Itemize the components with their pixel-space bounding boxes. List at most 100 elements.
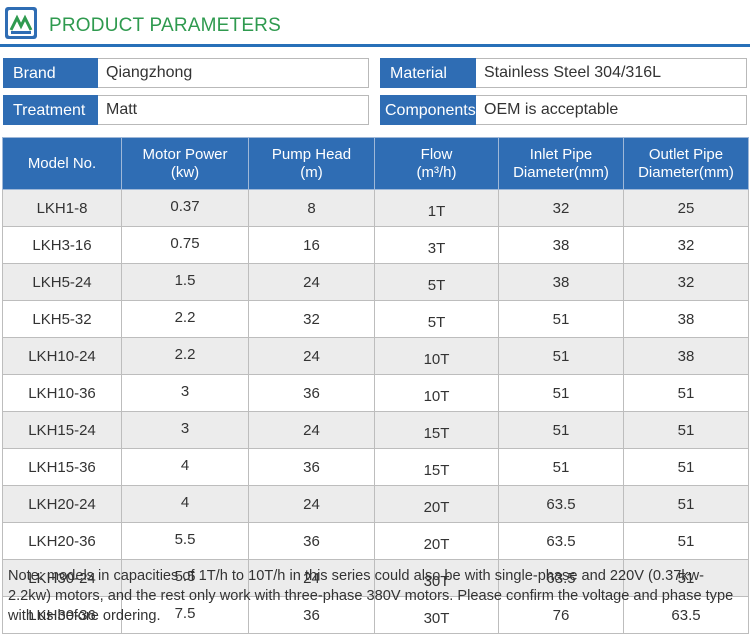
table-cell-pump-head: 24 — [248, 485, 375, 523]
table-cell-pump-head: 36 — [248, 522, 375, 560]
table-row: LKH15-24 3 24 15T 51 51 — [2, 411, 749, 449]
table-cell-motor-power: 2.2 — [121, 337, 249, 375]
table-cell-model-no: LKH15-24 — [2, 411, 122, 449]
param-brand: Brand Qiangzhong — [3, 58, 369, 88]
table-cell-inlet-pipe: 63.5 — [498, 485, 624, 523]
brand-logo-icon — [5, 7, 37, 39]
column-header-motor-power: Motor Power (kw) — [121, 137, 249, 190]
table-cell-motor-power: 3 — [121, 411, 249, 449]
table-cell-flow: 20T — [374, 485, 499, 523]
table-cell-motor-power: 2.2 — [121, 300, 249, 338]
page-title: PRODUCT PARAMETERS — [49, 15, 281, 36]
table-header-row: Model No. Motor Power (kw) Pump Head (m) Flow… — [2, 137, 749, 190]
table-cell-motor-power: 5.5 — [121, 522, 249, 560]
table-cell-outlet-pipe: 32 — [623, 226, 749, 264]
table-cell-motor-power: 4 — [121, 485, 249, 523]
table-cell-flow: 10T — [374, 337, 499, 375]
table-cell-flow: 5T — [374, 300, 499, 338]
table-cell-model-no: LKH10-36 — [2, 374, 122, 412]
table-cell-inlet-pipe: 32 — [498, 189, 624, 227]
page-header: PRODUCT PARAMETERS — [0, 0, 750, 47]
table-row: LKH10-36 3 36 10T 51 51 — [2, 374, 749, 412]
table-cell-flow: 3T — [374, 226, 499, 264]
table-row: LKH5-24 1.5 24 5T 38 32 — [2, 263, 749, 301]
table-cell-model-no: LKH30-36 — [2, 596, 122, 634]
table-cell-outlet-pipe: 51 — [623, 522, 749, 560]
components-value: OEM is acceptable — [476, 95, 747, 125]
table-cell-inlet-pipe: 63.5 — [498, 559, 624, 597]
table-cell-inlet-pipe: 63.5 — [498, 522, 624, 560]
table-cell-pump-head: 36 — [248, 448, 375, 486]
column-header-text: (m) — [300, 163, 323, 181]
table-cell-pump-head: 24 — [248, 411, 375, 449]
material-value: Stainless Steel 304/316L — [476, 58, 747, 88]
treatment-value: Matt — [98, 95, 369, 125]
table-cell-flow: 30T — [374, 559, 499, 597]
table-cell-outlet-pipe: 51 — [623, 374, 749, 412]
table-cell-model-no: LKH3-16 — [2, 226, 122, 264]
table-cell-model-no: LKH20-36 — [2, 522, 122, 560]
column-header-outlet-pipe: Outlet Pipe Diameter(mm) — [623, 137, 749, 190]
table-cell-inlet-pipe: 51 — [498, 374, 624, 412]
table-cell-flow: 30T — [374, 596, 499, 634]
table-cell-pump-head: 8 — [248, 189, 375, 227]
table-cell-motor-power: 1.5 — [121, 263, 249, 301]
column-header-text: Model No. — [27, 154, 97, 172]
table-cell-pump-head: 36 — [248, 596, 375, 634]
table-cell-flow: 15T — [374, 411, 499, 449]
column-header-text: Inlet Pipe — [529, 145, 593, 163]
table-cell-model-no: LKH20-24 — [2, 485, 122, 523]
table-cell-flow: 20T — [374, 522, 499, 560]
column-header-inlet-pipe: Inlet Pipe Diameter(mm) — [498, 137, 624, 190]
column-header-pump-head: Pump Head (m) — [248, 137, 375, 190]
column-header-text: Diameter(mm) — [638, 163, 734, 181]
param-treatment: Treatment Matt — [3, 95, 369, 125]
table-cell-model-no: LKH15-36 — [2, 448, 122, 486]
table-cell-motor-power: 4 — [121, 448, 249, 486]
column-header-text: Flow — [420, 145, 453, 163]
table-row: LKH1-8 0.37 8 1T 32 25 — [2, 189, 749, 227]
header-divider — [0, 44, 750, 47]
table-cell-inlet-pipe: 51 — [498, 411, 624, 449]
table-cell-outlet-pipe: 51 — [623, 448, 749, 486]
table-cell-outlet-pipe: 32 — [623, 263, 749, 301]
table-row: LKH5-32 2.2 32 5T 51 38 — [2, 300, 749, 338]
table-cell-model-no: LKH5-32 — [2, 300, 122, 338]
brand-label: Brand — [3, 58, 98, 88]
table-row: LKH10-24 2.2 24 10T 51 38 — [2, 337, 749, 375]
table-cell-model-no: LKH10-24 — [2, 337, 122, 375]
table-cell-motor-power: 0.75 — [121, 226, 249, 264]
table-cell-inlet-pipe: 51 — [498, 448, 624, 486]
material-label: Material — [380, 58, 476, 88]
table-cell-model-no: LKH5-24 — [2, 263, 122, 301]
ordering-note: Note: models in capacities of 1T/h to 10… — [8, 568, 734, 624]
table-cell-model-no: LKH30-24 — [2, 559, 122, 597]
column-header-text: Motor Power — [142, 145, 228, 163]
table-cell-outlet-pipe: 38 — [623, 300, 749, 338]
column-header-text: (m³/h) — [416, 163, 457, 181]
column-header-flow: Flow (m³/h) — [374, 137, 499, 190]
table-row: LKH30-24 5.5 24 30T 63.5 51 — [2, 559, 749, 597]
table-cell-model-no: LKH1-8 — [2, 189, 122, 227]
table-cell-pump-head: 36 — [248, 374, 375, 412]
table-row: LKH3-16 0.75 16 3T 38 32 — [2, 226, 749, 264]
table-row: LKH20-24 4 24 20T 63.5 51 — [2, 485, 749, 523]
brand-value: Qiangzhong — [98, 58, 369, 88]
table-cell-outlet-pipe: 63.5 — [623, 596, 749, 634]
components-label: Components — [380, 95, 476, 125]
table-cell-pump-head: 24 — [248, 263, 375, 301]
table-cell-inlet-pipe: 51 — [498, 300, 624, 338]
table-cell-inlet-pipe: 38 — [498, 263, 624, 301]
table-cell-flow: 10T — [374, 374, 499, 412]
table-cell-motor-power: 7.5 — [121, 596, 249, 634]
table-cell-inlet-pipe: 51 — [498, 337, 624, 375]
specs-table: Model No. Motor Power (kw) Pump Head (m) Flow… — [2, 137, 749, 634]
table-row: LKH15-36 4 36 15T 51 51 — [2, 448, 749, 486]
table-row: LKH30-36 7.5 36 30T 76 63.5 — [2, 596, 749, 634]
table-cell-outlet-pipe: 51 — [623, 559, 749, 597]
table-cell-flow: 1T — [374, 189, 499, 227]
table-cell-pump-head: 24 — [248, 337, 375, 375]
table-cell-pump-head: 24 — [248, 559, 375, 597]
column-header-text: Outlet Pipe — [648, 145, 724, 163]
table-cell-motor-power: 0.37 — [121, 189, 249, 227]
